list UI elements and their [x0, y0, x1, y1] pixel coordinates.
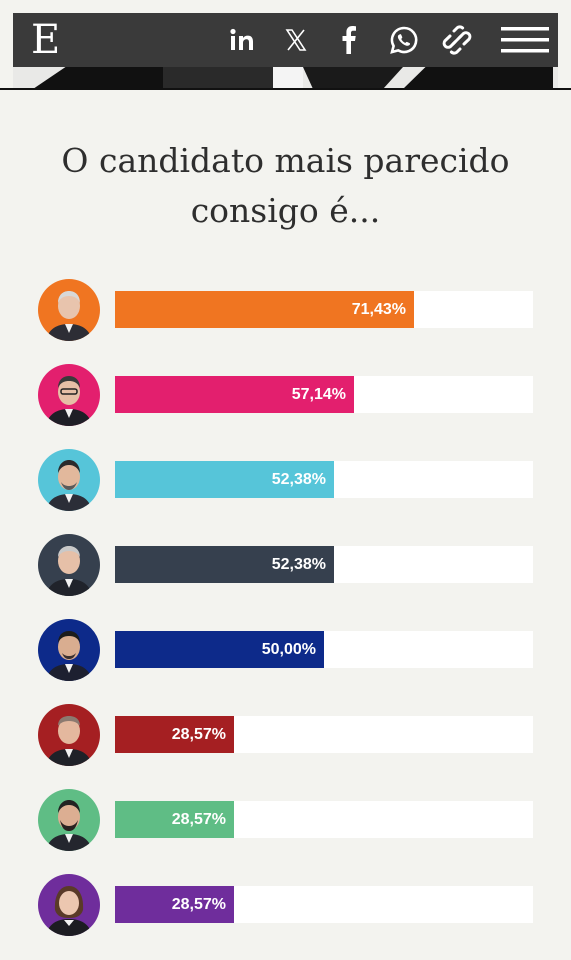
result-row: 28,57% — [0, 702, 571, 766]
whatsapp-icon[interactable] — [388, 25, 420, 55]
result-bar-track: 28,57% — [115, 716, 533, 753]
result-bar-track: 57,14% — [115, 376, 533, 413]
result-row: 28,57% — [0, 872, 571, 936]
result-row: 52,38% — [0, 532, 571, 596]
result-bar: 57,14% — [115, 376, 354, 413]
candidate-avatar — [38, 874, 100, 936]
divider — [0, 88, 571, 90]
quiz-title: O candidato mais parecido consigo é... — [0, 136, 571, 236]
quiz-title-line2: consigo é... — [190, 191, 381, 230]
result-percent: 57,14% — [291, 386, 346, 403]
result-bar: 28,57% — [115, 886, 234, 923]
result-percent: 28,57% — [171, 811, 226, 828]
linkedin-icon[interactable] — [227, 25, 259, 55]
candidate-avatar — [38, 449, 100, 511]
result-percent: 28,57% — [171, 896, 226, 913]
result-bar-track: 28,57% — [115, 801, 533, 838]
link-icon[interactable] — [441, 25, 473, 55]
result-bar: 52,38% — [115, 461, 334, 498]
top-bar: E — [13, 13, 558, 67]
menu-icon[interactable] — [501, 25, 549, 55]
result-bar-track: 71,43% — [115, 291, 533, 328]
candidate-avatar — [38, 704, 100, 766]
result-percent: 52,38% — [271, 471, 326, 488]
result-bar: 71,43% — [115, 291, 414, 328]
candidate-avatar — [38, 279, 100, 341]
result-bar: 28,57% — [115, 801, 234, 838]
result-bar: 28,57% — [115, 716, 234, 753]
result-row: 50,00% — [0, 617, 571, 681]
candidate-avatar — [38, 619, 100, 681]
result-bar-track: 28,57% — [115, 886, 533, 923]
facebook-icon[interactable] — [333, 25, 365, 55]
result-row: 52,38% — [0, 447, 571, 511]
quiz-title-line1: O candidato mais parecido — [61, 141, 510, 180]
result-percent: 71,43% — [351, 301, 406, 318]
result-bar-track: 50,00% — [115, 631, 533, 668]
candidate-avatar — [38, 789, 100, 851]
result-bar: 50,00% — [115, 631, 324, 668]
result-percent: 50,00% — [261, 641, 316, 658]
result-bar: 52,38% — [115, 546, 334, 583]
hero-image — [13, 67, 558, 89]
x-icon[interactable] — [280, 25, 312, 55]
candidate-avatar — [38, 364, 100, 426]
result-row: 57,14% — [0, 362, 571, 426]
result-row: 28,57% — [0, 787, 571, 851]
result-bar-track: 52,38% — [115, 546, 533, 583]
result-percent: 52,38% — [271, 556, 326, 573]
result-row: 71,43% — [0, 277, 571, 341]
result-bar-track: 52,38% — [115, 461, 533, 498]
site-logo[interactable]: E — [31, 17, 61, 63]
candidate-avatar — [38, 534, 100, 596]
result-percent: 28,57% — [171, 726, 226, 743]
